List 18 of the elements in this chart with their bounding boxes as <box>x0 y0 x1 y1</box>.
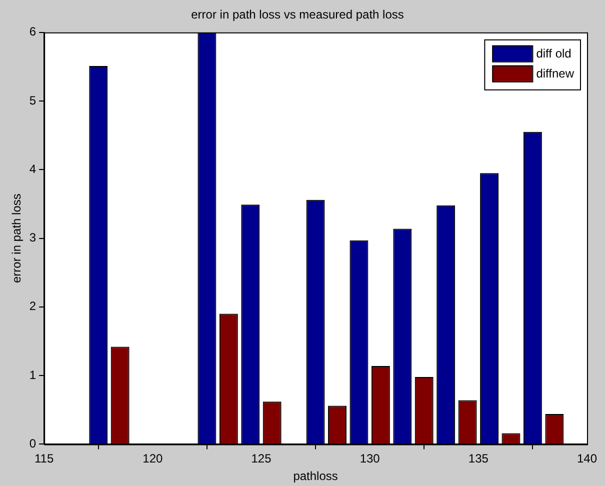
x-tick-label: 140 <box>576 452 598 466</box>
legend-label: diffnew <box>536 66 574 81</box>
y-tick-label: 5 <box>29 93 36 108</box>
y-tick-label: 4 <box>29 162 36 176</box>
y-tick-label: 6 <box>29 24 36 39</box>
y-tick-label: 2 <box>29 299 36 314</box>
x-tick-label: 135 <box>468 452 489 466</box>
y-axis-title: error in path loss <box>10 194 24 283</box>
x-tick-label: 130 <box>360 452 380 466</box>
chart-title: error in path loss vs measured path loss <box>191 8 404 22</box>
x-tick-label: 125 <box>251 452 272 466</box>
legend-label: diff old <box>536 46 572 61</box>
x-tick-label: 120 <box>142 452 163 466</box>
y-tick-label: 1 <box>29 368 36 382</box>
x-tick-label: 115 <box>34 452 54 466</box>
x-axis-title: pathloss <box>293 469 338 484</box>
y-tick-label: 3 <box>29 230 36 245</box>
y-tick-label: 0 <box>29 436 36 451</box>
